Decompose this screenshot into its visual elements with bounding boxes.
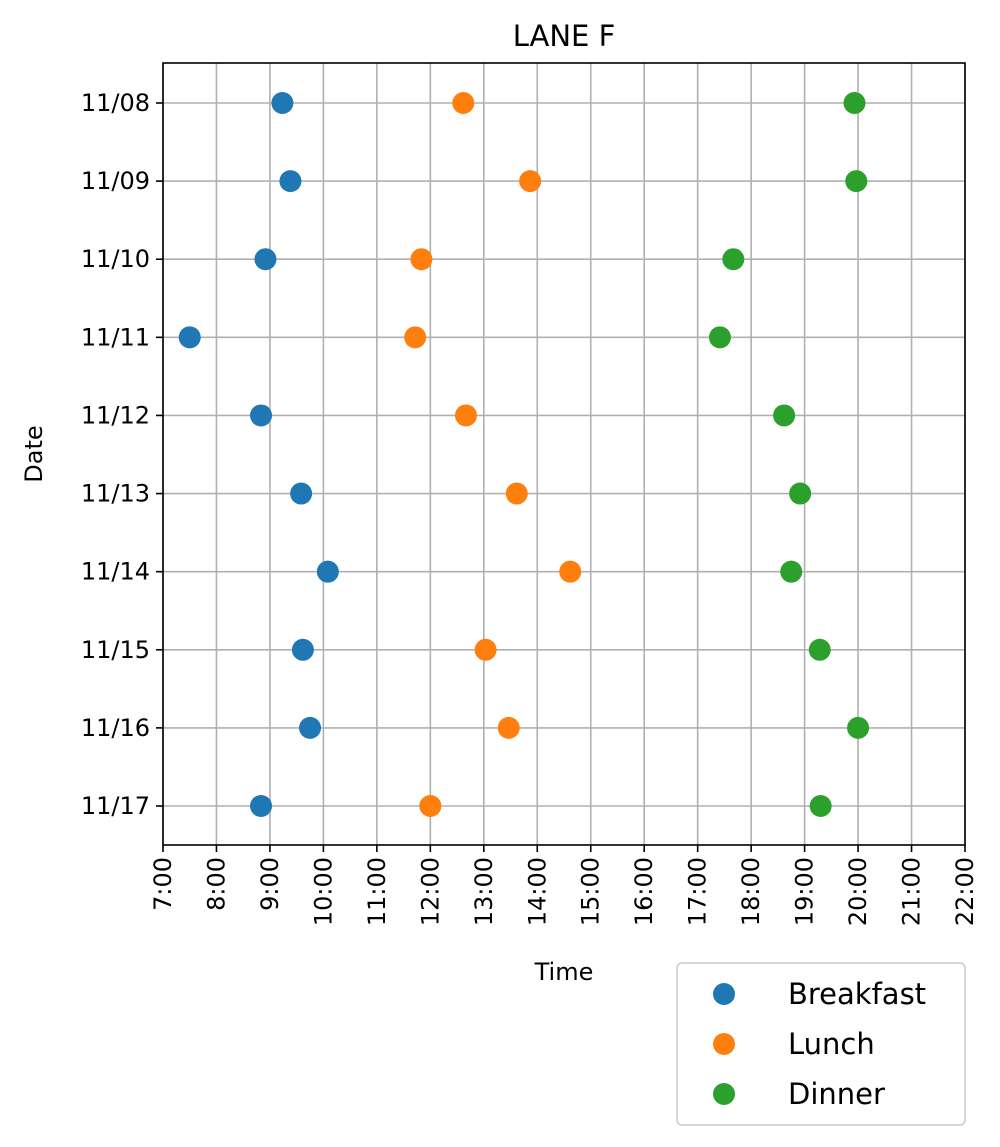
y-axis-label: Date [20, 425, 48, 482]
x-tick-label: 11:00 [363, 857, 391, 926]
dinner-legend-marker [713, 1083, 735, 1105]
legend-box [676, 962, 966, 1126]
x-tick-label: 9:00 [256, 857, 284, 911]
lunch-point [497, 716, 520, 739]
breakfast-legend-marker [713, 983, 735, 1005]
dinner-point [808, 638, 831, 661]
y-tick-label: 11/08 [81, 89, 150, 117]
dinner-point [809, 795, 832, 817]
lunch-point [419, 795, 442, 817]
y-tick-label: 11/09 [81, 167, 150, 195]
x-tick-label: 19:00 [791, 857, 819, 926]
breakfast-point [291, 638, 314, 661]
y-tick-label: 11/10 [81, 245, 150, 273]
data-points [178, 92, 870, 817]
lunch-point [404, 326, 427, 349]
breakfast-point [254, 248, 277, 271]
y-tick-label: 11/16 [81, 714, 150, 742]
x-tick-label: 13:00 [470, 857, 498, 926]
breakfast-point [290, 482, 313, 505]
plot-frame [162, 62, 966, 846]
lunch-legend-label: Lunch [788, 1027, 875, 1061]
dinner-point [780, 560, 803, 583]
legend: Breakfast Lunch Dinner [676, 962, 966, 1126]
x-tick-label: 22:00 [951, 857, 979, 926]
x-tick-label: 14:00 [523, 857, 551, 926]
lunch-legend-marker [713, 1033, 735, 1055]
x-tick-label: 20:00 [844, 857, 872, 926]
breakfast-point [299, 716, 322, 739]
x-tick-label: 17:00 [684, 857, 712, 926]
x-tick-label: 10:00 [309, 857, 337, 926]
breakfast-point [250, 404, 273, 427]
lunch-point [505, 482, 528, 505]
lunch-point [452, 92, 475, 114]
lunch-point [454, 404, 477, 427]
y-tick-label: 11/15 [81, 636, 150, 664]
dinner-point [708, 326, 731, 349]
chart-title: LANE F [513, 19, 616, 53]
y-tick-label: 11/12 [81, 401, 150, 429]
y-tick-label: 11/13 [81, 480, 150, 508]
x-tick-label: 21:00 [898, 857, 926, 926]
breakfast-legend-label: Breakfast [788, 977, 926, 1011]
x-tick-label: 16:00 [630, 857, 658, 926]
dinner-point [722, 248, 745, 271]
dinner-legend-label: Dinner [788, 1077, 885, 1111]
breakfast-point [178, 326, 201, 349]
x-tick-label: 7:00 [149, 857, 177, 911]
lunch-point [410, 248, 433, 271]
y-tick-label: 11/11 [81, 323, 150, 351]
breakfast-point [279, 170, 302, 193]
lunch-point [519, 170, 542, 193]
dinner-point [845, 170, 868, 193]
plot-background [163, 63, 965, 845]
x-axis-label: Time [534, 958, 594, 986]
dinner-point [773, 404, 796, 427]
lunch-point [559, 560, 582, 583]
dinner-point [847, 716, 870, 739]
breakfast-point [250, 795, 273, 817]
x-tick-label: 12:00 [416, 857, 444, 926]
x-tick-label: 18:00 [737, 857, 765, 926]
x-tick-label: 8:00 [202, 857, 230, 911]
y-tick-label: 11/14 [81, 558, 150, 586]
breakfast-point [316, 560, 339, 583]
y-tick-label: 11/17 [81, 792, 150, 820]
lunch-point [474, 638, 497, 661]
dinner-point [843, 92, 866, 114]
x-tick-label: 15:00 [577, 857, 605, 926]
breakfast-point [271, 92, 294, 114]
axis-ticks: 7:00 8:00 9:00 10:00 11:00 12:00 13:00 14:00 15:… [81, 89, 979, 926]
dinner-point [789, 482, 812, 505]
